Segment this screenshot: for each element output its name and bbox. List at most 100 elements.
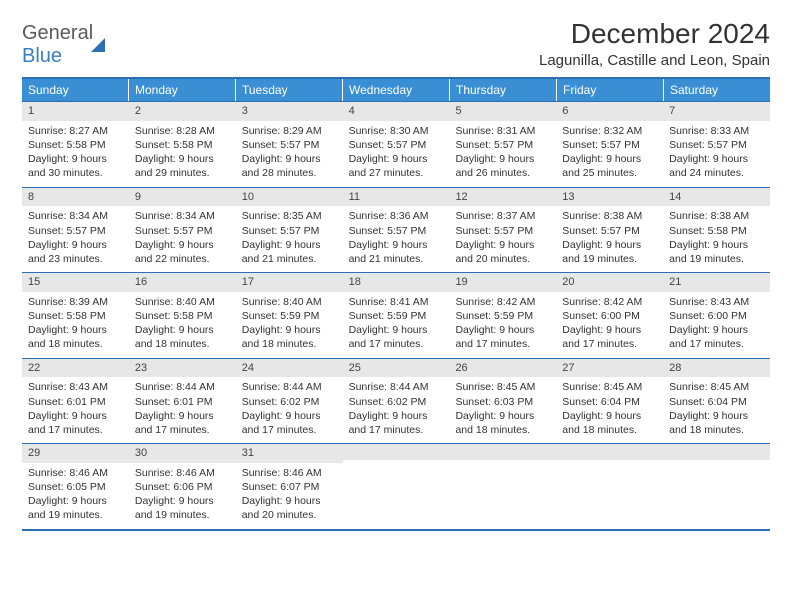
sunrise-line: Sunrise: 8:46 AM <box>28 466 123 480</box>
daylight-line1: Daylight: 9 hours <box>242 323 337 337</box>
sunset-line: Sunset: 5:58 PM <box>135 138 230 152</box>
sunset-line: Sunset: 5:58 PM <box>28 309 123 323</box>
day-body: Sunrise: 8:31 AMSunset: 5:57 PMDaylight:… <box>449 121 556 187</box>
day-body: Sunrise: 8:39 AMSunset: 5:58 PMDaylight:… <box>22 292 129 358</box>
day-cell: 30Sunrise: 8:46 AMSunset: 6:06 PMDayligh… <box>129 444 236 529</box>
day-cell: 9Sunrise: 8:34 AMSunset: 5:57 PMDaylight… <box>129 188 236 273</box>
sunrise-line: Sunrise: 8:46 AM <box>242 466 337 480</box>
day-number: 23 <box>129 359 236 378</box>
daylight-line1: Daylight: 9 hours <box>28 409 123 423</box>
header: General Blue December 2024 Lagunilla, Ca… <box>22 18 770 69</box>
day-cell: 8Sunrise: 8:34 AMSunset: 5:57 PMDaylight… <box>22 188 129 273</box>
day-number <box>663 444 770 460</box>
day-cell: 27Sunrise: 8:45 AMSunset: 6:04 PMDayligh… <box>556 359 663 444</box>
daylight-line1: Daylight: 9 hours <box>669 409 764 423</box>
day-body: Sunrise: 8:42 AMSunset: 5:59 PMDaylight:… <box>449 292 556 358</box>
day-cell: 28 Sunrise: 8:45 AMSunset: 6:04 PMDayligh… <box>663 359 770 444</box>
weekday-row: SundayMondayTuesdayWednesdayThursdayFrid… <box>22 79 770 101</box>
sunset-line: Sunset: 6:02 PM <box>242 395 337 409</box>
sunrise-line: Sunrise: 8:40 AM <box>135 295 230 309</box>
weeks-container: 1Sunrise: 8:27 AMSunset: 5:58 PMDaylight… <box>22 101 770 529</box>
sunset-line: Sunset: 5:57 PM <box>455 224 550 238</box>
sunrise-line: Sunrise: 8:34 AM <box>28 209 123 223</box>
day-body: Sunrise: 8:35 AMSunset: 5:57 PMDaylight:… <box>236 206 343 272</box>
daylight-line2: and 17 minutes. <box>349 337 444 351</box>
month-title: December 2024 <box>539 18 770 50</box>
sunset-line: Sunset: 5:57 PM <box>562 138 657 152</box>
weekday-header: Monday <box>129 79 236 101</box>
day-body: Sunrise: 8:44 AMSunset: 6:02 PMDaylight:… <box>236 377 343 443</box>
day-body: Sunrise: 8:44 AMSunset: 6:02 PMDaylight:… <box>343 377 450 443</box>
day-cell-empty <box>449 444 556 529</box>
weekday-header: Sunday <box>22 79 129 101</box>
sunrise-line: Sunrise: 8:36 AM <box>349 209 444 223</box>
sunrise-line: Sunrise: 8:43 AM <box>28 380 123 394</box>
sunset-line: Sunset: 6:00 PM <box>669 309 764 323</box>
sunrise-line: Sunrise: 8:45 AM <box>669 380 764 394</box>
day-number: 8 <box>22 188 129 207</box>
daylight-line1: Daylight: 9 hours <box>562 152 657 166</box>
day-number: 14 <box>663 188 770 207</box>
sunrise-line: Sunrise: 8:31 AM <box>455 124 550 138</box>
day-body: Sunrise: 8:46 AMSunset: 6:07 PMDaylight:… <box>236 463 343 529</box>
day-body: Sunrise: 8:33 AMSunset: 5:57 PMDaylight:… <box>663 121 770 187</box>
sunset-line: Sunset: 6:02 PM <box>349 395 444 409</box>
sunrise-line: Sunrise: 8:44 AM <box>135 380 230 394</box>
sunrise-line: Sunrise: 8:34 AM <box>135 209 230 223</box>
day-cell: 31Sunrise: 8:46 AMSunset: 6:07 PMDayligh… <box>236 444 343 529</box>
logo-triangle-icon <box>91 16 105 52</box>
day-body: Sunrise: 8:37 AMSunset: 5:57 PMDaylight:… <box>449 206 556 272</box>
daylight-line2: and 18 minutes. <box>562 423 657 437</box>
day-cell: 25Sunrise: 8:44 AMSunset: 6:02 PMDayligh… <box>343 359 450 444</box>
day-number: 5 <box>449 102 556 121</box>
sunset-line: Sunset: 5:59 PM <box>455 309 550 323</box>
logo-text: General Blue <box>22 22 105 68</box>
day-body: Sunrise: 8:45 AMSunset: 6:03 PMDaylight:… <box>449 377 556 443</box>
day-body: Sunrise: 8:42 AMSunset: 6:00 PMDaylight:… <box>556 292 663 358</box>
day-body: Sunrise: 8:43 AMSunset: 6:01 PMDaylight:… <box>22 377 129 443</box>
daylight-line2: and 22 minutes. <box>135 252 230 266</box>
day-body: Sunrise: 8:45 AMSunset: 6:04 PMDaylight:… <box>556 377 663 443</box>
daylight-line2: and 19 minutes. <box>28 508 123 522</box>
sunset-line: Sunset: 6:07 PM <box>242 480 337 494</box>
sunset-line: Sunset: 5:57 PM <box>135 224 230 238</box>
logo: General Blue <box>22 22 105 68</box>
daylight-line1: Daylight: 9 hours <box>28 152 123 166</box>
daylight-line2: and 29 minutes. <box>135 166 230 180</box>
daylight-line2: and 18 minutes. <box>135 337 230 351</box>
week-row: 1Sunrise: 8:27 AMSunset: 5:58 PMDaylight… <box>22 101 770 187</box>
daylight-line2: and 17 minutes. <box>669 337 764 351</box>
sunrise-line: Sunrise: 8:45 AM <box>562 380 657 394</box>
sunset-line: Sunset: 6:06 PM <box>135 480 230 494</box>
day-body: Sunrise: 8:30 AMSunset: 5:57 PMDaylight:… <box>343 121 450 187</box>
day-number: 24 <box>236 359 343 378</box>
day-number: 27 <box>556 359 663 378</box>
calendar: SundayMondayTuesdayWednesdayThursdayFrid… <box>22 77 770 531</box>
day-number: 28 <box>663 359 770 378</box>
day-number <box>449 444 556 460</box>
sunrise-line: Sunrise: 8:43 AM <box>669 295 764 309</box>
daylight-line1: Daylight: 9 hours <box>562 409 657 423</box>
daylight-line1: Daylight: 9 hours <box>455 323 550 337</box>
daylight-line1: Daylight: 9 hours <box>28 494 123 508</box>
day-number: 20 <box>556 273 663 292</box>
day-body: Sunrise: 8:46 AMSunset: 6:05 PMDaylight:… <box>22 463 129 529</box>
day-cell: 1Sunrise: 8:27 AMSunset: 5:58 PMDaylight… <box>22 102 129 187</box>
weekday-header: Tuesday <box>236 79 343 101</box>
daylight-line2: and 20 minutes. <box>242 508 337 522</box>
sunrise-line: Sunrise: 8:45 AM <box>455 380 550 394</box>
sunset-line: Sunset: 6:04 PM <box>669 395 764 409</box>
daylight-line1: Daylight: 9 hours <box>349 409 444 423</box>
day-number: 6 <box>556 102 663 121</box>
daylight-line2: and 20 minutes. <box>455 252 550 266</box>
day-cell: 10Sunrise: 8:35 AMSunset: 5:57 PMDayligh… <box>236 188 343 273</box>
sunrise-line: Sunrise: 8:35 AM <box>242 209 337 223</box>
day-cell: 17Sunrise: 8:40 AMSunset: 5:59 PMDayligh… <box>236 273 343 358</box>
daylight-line1: Daylight: 9 hours <box>242 238 337 252</box>
sunrise-line: Sunrise: 8:33 AM <box>669 124 764 138</box>
sunrise-line: Sunrise: 8:27 AM <box>28 124 123 138</box>
day-body <box>663 460 770 510</box>
daylight-line2: and 17 minutes. <box>242 423 337 437</box>
day-number: 11 <box>343 188 450 207</box>
weekday-header: Thursday <box>450 79 557 101</box>
